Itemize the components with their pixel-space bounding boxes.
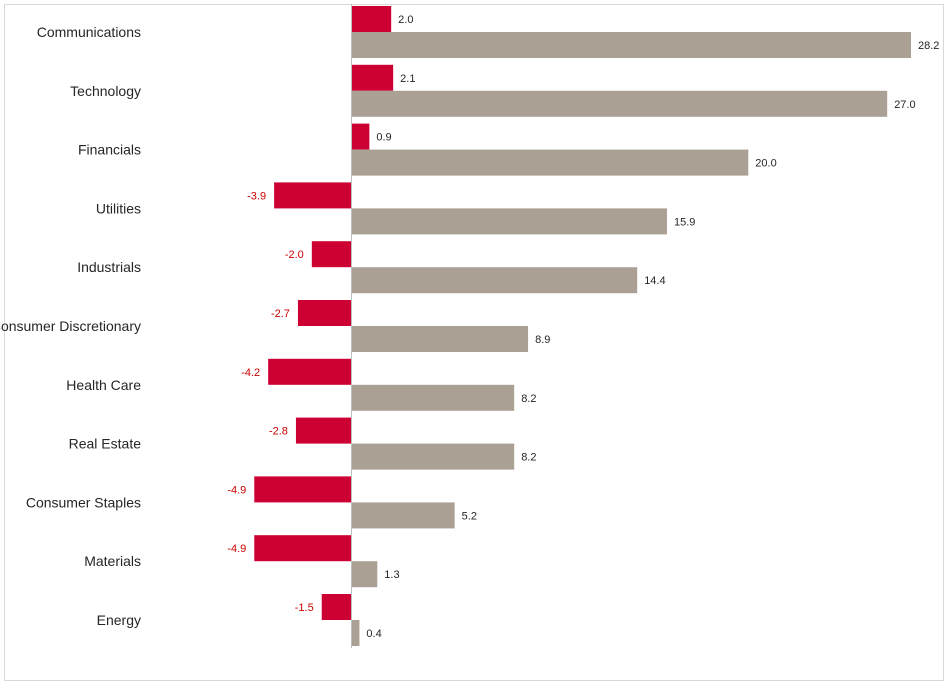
value-label-series2-technology: 27.0 — [894, 99, 915, 111]
bar-series1-materials — [254, 535, 352, 562]
category-label-energy: Energy — [97, 612, 141, 628]
value-label-series1-real-estate: -2.8 — [269, 426, 288, 438]
category-label-health-care: Health Care — [66, 377, 141, 393]
bar-series2-technology — [351, 90, 888, 117]
value-label-series1-industrials: -2.0 — [285, 249, 304, 261]
value-label-series2-materials: 1.3 — [384, 569, 399, 581]
bar-series1-industrials — [311, 241, 352, 268]
category-label-consumer-staples: Consumer Staples — [26, 494, 141, 510]
bar-series1-consumer-discretionary — [297, 300, 352, 326]
value-label-series1-financials: 0.9 — [376, 132, 391, 144]
value-label-series1-consumer-staples: -4.9 — [227, 484, 246, 496]
value-label-series2-industrials: 14.4 — [644, 275, 665, 287]
value-label-series2-health-care: 8.2 — [521, 393, 536, 405]
value-label-series2-consumer-staples: 5.2 — [462, 510, 477, 522]
bar-series1-real-estate — [295, 417, 352, 444]
category-label-industrials: Industrials — [77, 259, 141, 275]
value-label-series1-technology: 2.1 — [400, 73, 415, 85]
value-label-series2-real-estate: 8.2 — [521, 452, 536, 464]
bar-series2-consumer-staples — [351, 502, 455, 529]
value-label-series2-financials: 20.0 — [755, 158, 776, 170]
value-label-series2-consumer-discretionary: 8.9 — [535, 334, 550, 346]
bar-series1-utilities — [274, 182, 352, 209]
bar-series2-energy — [351, 620, 360, 646]
value-label-series2-energy: 0.4 — [366, 628, 381, 640]
bar-series1-communications — [351, 6, 392, 32]
category-label-materials: Materials — [84, 553, 141, 569]
bar-series2-financials — [351, 149, 749, 176]
category-label-financials: Financials — [78, 142, 141, 158]
category-label-consumer-discretionary: Consumer Discretionary — [0, 318, 141, 334]
bar-series1-technology — [351, 64, 394, 91]
category-label-communications: Communications — [37, 24, 141, 40]
category-label-technology: Technology — [70, 83, 141, 99]
value-label-series1-utilities: -3.9 — [247, 190, 266, 202]
bar-series2-real-estate — [351, 443, 515, 470]
value-label-series2-communications: 28.2 — [918, 40, 939, 52]
bar-series2-communications — [351, 32, 911, 58]
bar-series2-health-care — [351, 384, 515, 411]
bar-series1-health-care — [268, 358, 352, 385]
bars-layer — [254, 6, 911, 646]
value-label-series1-health-care: -4.2 — [241, 367, 260, 379]
category-label-utilities: Utilities — [96, 200, 141, 216]
bar-series1-financials — [351, 123, 370, 150]
bar-series2-materials — [351, 561, 378, 588]
labels-layer: Communications 2.0 28.2 Technology 2.1 27.0 Fi… — [0, 14, 939, 640]
bar-series2-utilities — [351, 208, 667, 235]
bar-series1-consumer-staples — [254, 476, 352, 503]
value-label-series1-consumer-discretionary: -2.7 — [271, 308, 290, 320]
category-label-real-estate: Real Estate — [69, 436, 142, 452]
value-label-series1-materials: -4.9 — [227, 543, 246, 555]
value-label-series1-communications: 2.0 — [398, 14, 413, 26]
value-label-series1-energy: -1.5 — [295, 602, 314, 614]
bar-series1-energy — [321, 594, 352, 620]
bar-series2-consumer-discretionary — [351, 326, 529, 352]
bar-series2-industrials — [351, 267, 638, 294]
value-label-series2-utilities: 15.9 — [674, 216, 695, 228]
